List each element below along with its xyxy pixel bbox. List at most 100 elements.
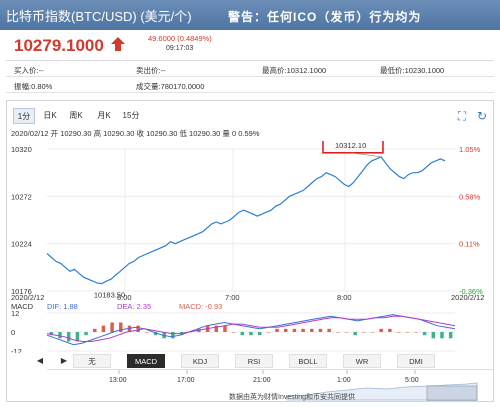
macd-histogram-bar xyxy=(448,332,453,339)
time-navigator[interactable]: 13:00 17:00 21:00 1:00 5:00 xyxy=(47,369,493,401)
x-tick-label: 7:00 xyxy=(225,293,240,301)
max-pointer xyxy=(350,152,381,158)
macd-chart: MACD DIF: 1.88 DEA: 2.35 MACD: -0.93 12 0 -12 xyxy=(11,302,456,353)
price-change: 49.6000 (0.4849%) xyxy=(148,34,212,43)
overview-time-label: 17:00 xyxy=(177,377,195,384)
macd-histogram-bar xyxy=(93,328,97,332)
macd-dea-label: DEA: 2.35 xyxy=(117,302,151,311)
chart-panel: 1分 日K 周K 月K 15分 ⛶ ↻ 2020/02/12 开 10290.3… xyxy=(6,100,494,402)
tab-1min[interactable]: 1分 xyxy=(13,108,35,124)
overview-time-label: 1:00 xyxy=(337,377,351,384)
macd-histogram-bar xyxy=(145,332,149,333)
ask-price: 卖出价:-- xyxy=(136,66,166,75)
y-tick-label: 10176 xyxy=(11,287,32,296)
overview-area xyxy=(286,382,478,401)
macd-histogram-bar xyxy=(318,328,323,332)
x-tick-label: 8:00 xyxy=(337,293,352,301)
current-price: 10279.1000 xyxy=(14,36,104,55)
min-value-label: 10183.50 xyxy=(94,291,125,300)
y-right-tick-label: 1.05% xyxy=(459,145,481,154)
macd-histogram-bar xyxy=(440,332,444,339)
data-source-footer: 数据由英为财情Investing和币安共同提供 xyxy=(229,394,356,401)
macd-histogram-bar xyxy=(370,332,375,333)
indicator-wr[interactable]: WR xyxy=(343,354,381,368)
macd-histogram-bar xyxy=(257,332,262,336)
prev-arrow-icon[interactable]: ◀ xyxy=(36,356,44,365)
macd-dif-line xyxy=(46,314,456,346)
macd-histogram-bar xyxy=(431,332,436,339)
macd-histogram-bar xyxy=(110,322,114,332)
macd-histogram-bar xyxy=(422,332,427,336)
y-right-tick-label: -0.36% xyxy=(459,287,483,296)
page-title: 比特币指数(BTC/USD) (美元/个) xyxy=(6,9,192,24)
overview-time-label: 13:00 xyxy=(109,377,127,384)
macd-histogram-bar xyxy=(153,332,158,336)
macd-histogram-bar xyxy=(336,332,340,333)
indicator-macd[interactable]: MACD xyxy=(127,354,165,368)
y-right-tick-label: 0.58% xyxy=(459,192,481,201)
macd-histogram-bar xyxy=(49,332,54,336)
title-bar: 比特币指数(BTC/USD) (美元/个) 警告：任何ICO（发币）行为均为 xyxy=(0,0,500,30)
macd-histogram-bar xyxy=(101,325,106,332)
high-price: 最高价:10312.1000 xyxy=(262,66,327,75)
macd-histogram-bar xyxy=(327,328,331,332)
indicator-bar: ◀ ▶ 无 MACD KDJ RSI BOLL WR DMI xyxy=(7,354,493,368)
macd-y-tick: 0 xyxy=(11,328,15,337)
macd-histogram-bar xyxy=(231,332,236,333)
macd-histogram-bar xyxy=(249,332,253,336)
price-chart[interactable]: 10320 10272 10224 10176 1.05% 0.58% 0.11% -0.36… xyxy=(7,141,493,301)
macd-value-label: MACD: -0.93 xyxy=(179,302,222,311)
macd-histogram-bar xyxy=(301,328,305,332)
y-tick-label: 10224 xyxy=(11,240,32,249)
tab-month-k[interactable]: 月K xyxy=(97,111,111,120)
macd-histogram-bar xyxy=(136,325,140,332)
macd-histogram-bar xyxy=(240,332,245,336)
macd-histogram-bar xyxy=(292,328,297,332)
refresh-icon[interactable]: ↻ xyxy=(476,109,488,123)
tab-day-k[interactable]: 日K xyxy=(43,111,57,120)
tab-week-k[interactable]: 周K xyxy=(69,111,83,120)
macd-histogram-bar xyxy=(214,325,219,332)
macd-histogram-bar xyxy=(75,332,80,342)
macd-histogram-bar xyxy=(414,332,418,333)
macd-dif-label: DIF: 1.88 xyxy=(47,302,78,311)
indicator-dmi[interactable]: DMI xyxy=(397,354,435,368)
quote-time: 09:17:03 xyxy=(166,45,194,52)
y-tick-label: 10272 xyxy=(11,192,32,201)
up-arrow-icon xyxy=(111,37,125,51)
next-arrow-icon[interactable]: ▶ xyxy=(60,356,68,365)
ohlc-readout: 2020/02/12 开 10290.30 高 10290.30 收 10290… xyxy=(11,129,260,138)
macd-histogram-bar xyxy=(84,332,88,336)
x-tick-label: 2020/2/12 xyxy=(11,293,44,301)
macd-histogram-bar xyxy=(379,328,383,332)
macd-dea-line xyxy=(46,315,456,342)
price-series-line xyxy=(46,156,446,285)
macd-histogram-bar xyxy=(275,328,279,332)
macd-histogram-bar xyxy=(353,332,357,336)
macd-histogram-bar xyxy=(405,332,409,333)
stats-row-1: 买入价:-- 卖出价:-- 最高价:10312.1000 最低价:10230.1… xyxy=(6,61,494,77)
fullscreen-icon[interactable]: ⛶ xyxy=(457,109,467,123)
warning-banner: 警告：任何ICO（发币）行为均为 xyxy=(228,10,422,24)
macd-histogram-bar xyxy=(344,332,349,333)
macd-y-tick: 12 xyxy=(11,309,19,318)
stats-table: 买入价:-- 卖出价:-- 最高价:10312.1000 最低价:10230.1… xyxy=(6,60,494,93)
price-row: 10279.1000 49.6000 (0.4849%) 09:17:03 xyxy=(0,30,500,58)
macd-histogram-bar xyxy=(58,332,62,339)
indicator-kdj[interactable]: KDJ xyxy=(181,354,219,368)
overview-time-label: 21:00 xyxy=(253,377,271,384)
indicator-none[interactable]: 无 xyxy=(73,354,111,368)
indicator-boll[interactable]: BOLL xyxy=(289,354,327,368)
y-right-tick-label: 0.11% xyxy=(459,240,480,249)
macd-histogram-bar xyxy=(223,325,227,332)
volume: 成交量:780170.0000 xyxy=(136,82,205,91)
macd-histogram-bar xyxy=(171,332,175,339)
tab-15min[interactable]: 15分 xyxy=(122,111,140,120)
macd-histogram-bar xyxy=(388,328,392,332)
macd-label: MACD xyxy=(11,302,34,311)
overview-window-handle xyxy=(426,385,478,401)
indicator-rsi[interactable]: RSI xyxy=(235,354,273,368)
macd-histogram-bar xyxy=(66,332,71,342)
macd-histogram-bar xyxy=(310,328,314,332)
x-tick-label: 2020/2/12 xyxy=(451,293,484,301)
